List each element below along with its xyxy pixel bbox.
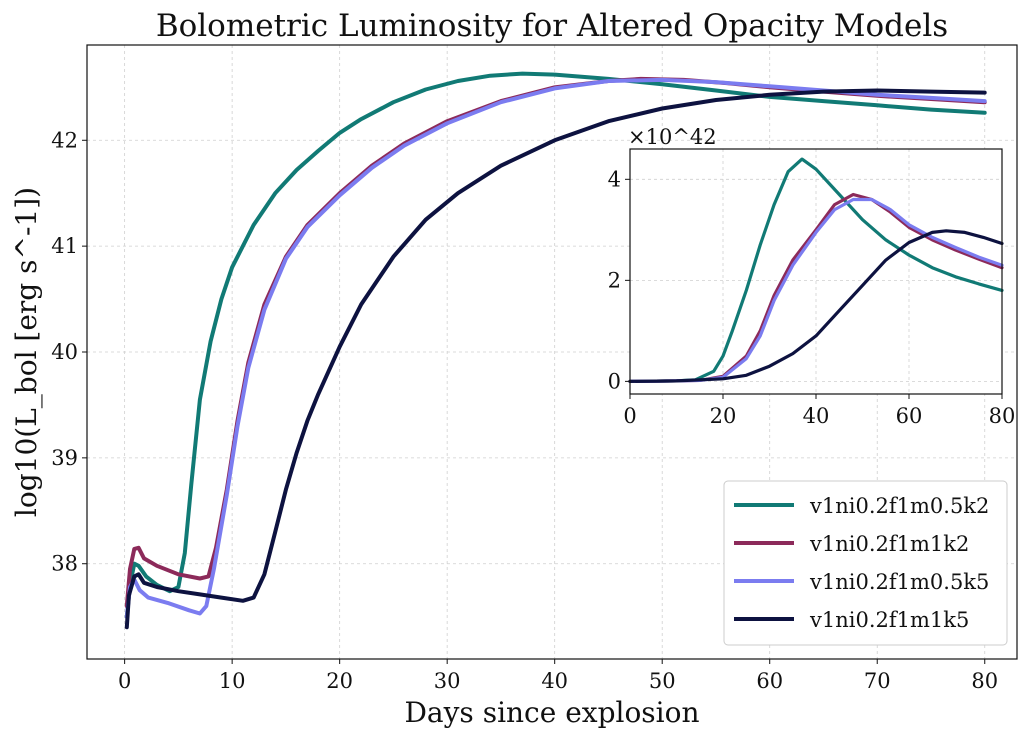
main-series-v1ni0.2f1m1k5 [124, 88, 987, 630]
main-x-tick-label: 70 [864, 669, 891, 693]
main-y-tick-label: 42 [51, 128, 78, 152]
main-series-group [124, 71, 987, 630]
legend-label-v1ni0.2f1m0.5k2: v1ni0.2f1m0.5k2 [809, 494, 989, 518]
main-x-tick-label: 50 [649, 669, 676, 693]
inset-y-ticks: 0 2 4 [608, 167, 630, 393]
main-x-tick-label: 20 [326, 669, 353, 693]
inset-x-tick-label: 60 [896, 404, 923, 428]
y-axis-label: log10(L_bol [erg s^-1]) [10, 187, 43, 517]
main-x-ticks: 0 10 20 30 40 50 60 70 80 [118, 659, 998, 693]
inset-x-tick-label: 40 [803, 404, 830, 428]
legend-box [723, 480, 1008, 646]
inset-series-group [628, 157, 1004, 383]
inset-chart: 0 20 40 60 80 0 2 4 ×10^42 [608, 125, 1016, 428]
main-x-tick-label: 0 [118, 669, 131, 693]
main-y-tick-label: 41 [51, 234, 78, 258]
legend-label-v1ni0.2f1m0.5k5: v1ni0.2f1m0.5k5 [809, 570, 989, 594]
main-x-tick-label: 10 [219, 669, 246, 693]
x-axis-label: Days since explosion [404, 696, 699, 729]
inset-x-tick-label: 0 [623, 404, 636, 428]
main-y-tick-label: 40 [51, 340, 78, 364]
inset-scale-label: ×10^42 [628, 125, 717, 149]
main-x-tick-label: 60 [756, 669, 783, 693]
inset-y-tick-label: 2 [608, 268, 621, 292]
legend-label-v1ni0.2f1m1k5: v1ni0.2f1m1k5 [809, 608, 969, 632]
main-y-ticks: 38 39 40 41 42 [51, 128, 87, 576]
main-x-tick-label: 30 [434, 669, 461, 693]
inset-x-tick-label: 20 [710, 404, 737, 428]
inset-y-tick-label: 0 [608, 369, 621, 393]
inset-x-ticks: 0 20 40 60 80 [623, 394, 1015, 428]
main-x-tick-label: 40 [541, 669, 568, 693]
legend-label-v1ni0.2f1m1k2: v1ni0.2f1m1k2 [809, 532, 969, 556]
inset-series-v1ni0.2f1m1k5 [628, 229, 1004, 383]
main-series-v1ni0.2f1m0.5k5 [124, 77, 987, 619]
main-x-tick-label: 80 [971, 669, 998, 693]
chart-title: Bolometric Luminosity for Altered Opacit… [156, 8, 948, 44]
legend: v1ni0.2f1m0.5k2 v1ni0.2f1m1k2 v1ni0.2f1m0.… [723, 480, 1008, 646]
inset-series-v1ni0.2f1m0.5k2 [628, 157, 1004, 383]
inset-x-tick-label: 80 [989, 404, 1016, 428]
main-y-tick-label: 38 [51, 552, 78, 576]
main-y-tick-label: 39 [51, 446, 78, 470]
inset-y-tick-label: 4 [608, 167, 621, 191]
